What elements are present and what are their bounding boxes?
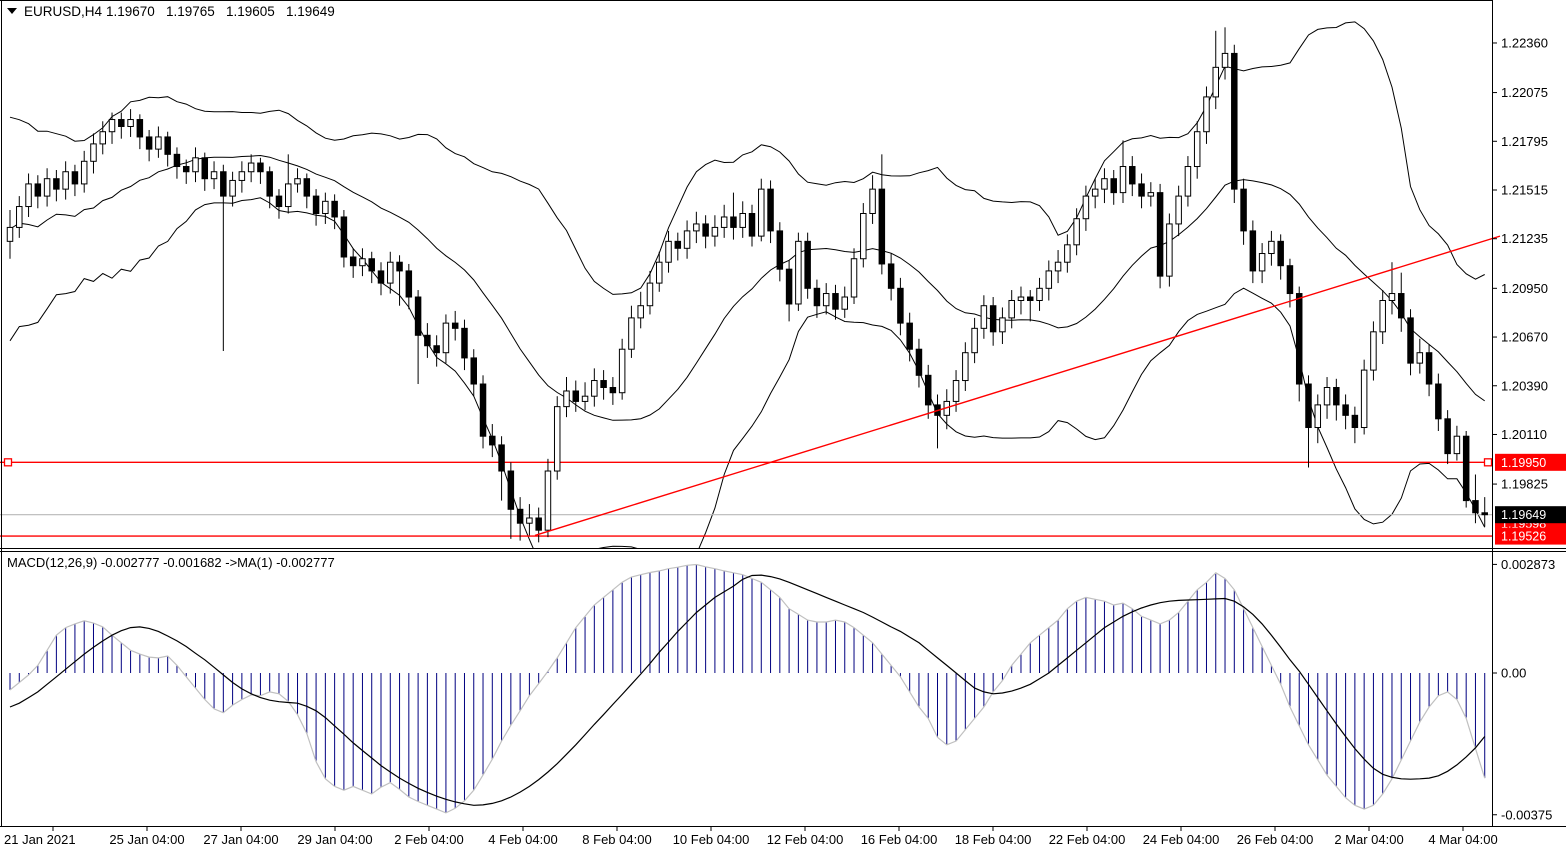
price-tick-label: 1.20110 (1501, 427, 1547, 442)
macd-indicator-label: MACD(12,26,9) -0.002777 -0.001682 ->MA(1… (7, 555, 335, 570)
bollinger-bands (9, 21, 1486, 548)
svg-text:1.19950: 1.19950 (1501, 456, 1546, 470)
symbol-dropdown-icon[interactable] (7, 8, 17, 14)
time-axis: 21 Jan 2021 25 Jan 04:00 27 Jan 04:00 29 Ja… (4, 826, 1498, 847)
time-tick-label: 2 Mar 04:00 (1334, 832, 1403, 847)
time-tick-label: 25 Jan 04:00 (109, 832, 184, 847)
hline-handle-left[interactable] (3, 458, 13, 467)
time-tick-label: 2 Feb 04:00 (394, 832, 463, 847)
price-tick-label: 1.21515 (1501, 183, 1548, 198)
price-tick-label: 1.20950 (1501, 281, 1548, 296)
svg-text:1.19526: 1.19526 (1501, 530, 1546, 544)
price-tick-label: 1.22075 (1501, 85, 1548, 100)
price-tick-label: 1.20670 (1501, 330, 1548, 345)
resistance-badge: 1.19950 (1495, 453, 1566, 471)
svg-text:1.19649: 1.19649 (1501, 508, 1546, 522)
time-tick-label: 4 Mar 04:00 (1428, 832, 1497, 847)
macd-indicator-area[interactable] (0, 553, 1492, 825)
time-tick-label: 8 Feb 04:00 (582, 832, 651, 847)
time-tick-label: 21 Jan 2021 (4, 832, 76, 847)
bid-badge: 1.19649 (1495, 506, 1566, 524)
time-tick-label: 12 Feb 04:00 (767, 832, 844, 847)
macd-signal-line (9, 574, 1486, 806)
time-tick-label: 18 Feb 04:00 (955, 832, 1032, 847)
ohlc-high: 1.19765 (166, 4, 215, 19)
time-tick-label: 29 Jan 04:00 (297, 832, 372, 847)
price-tick-label: 1.19825 (1501, 477, 1548, 492)
price-tick-label: 1.21795 (1501, 134, 1548, 149)
pane-borders (0, 0, 1566, 827)
header-text: EURUSD,H4 1.19670 1.19765 1.19605 1.19649 (24, 4, 335, 19)
time-tick-label: 22 Feb 04:00 (1049, 832, 1126, 847)
time-tick-label: 27 Jan 04:00 (203, 832, 278, 847)
hline-handle-right[interactable] (1483, 458, 1493, 467)
price-chart-area[interactable] (0, 0, 1492, 571)
macd-tick-label: -0.00375 (1501, 807, 1552, 822)
ohlc-low: 1.19605 (226, 4, 275, 19)
macd-histogram (9, 564, 1486, 813)
price-tick-label: 1.22360 (1501, 35, 1548, 50)
chart-header: EURUSD,H4 1.19670 1.19765 1.19605 1.19649 (7, 4, 335, 19)
ohlc-close: 1.19649 (286, 4, 335, 19)
axes: 1.22360 1.22075 1.21795 1.21515 1.21235 1.209… (4, 35, 1555, 847)
time-tick-label: 26 Feb 04:00 (1237, 832, 1314, 847)
price-tick-label: 1.21235 (1501, 231, 1548, 246)
macd-tick-label: 0.002873 (1501, 557, 1555, 572)
price-tick-label: 1.20390 (1501, 378, 1548, 393)
macd-axis: 0.002873 0.00 -0.00375 (1492, 557, 1555, 822)
ohlc-open: 1.19670 (106, 4, 155, 19)
symbol-label: EURUSD,H4 (24, 4, 103, 19)
time-tick-label: 24 Feb 04:00 (1143, 832, 1220, 847)
price-axis: 1.22360 1.22075 1.21795 1.21515 1.21235 1.209… (1492, 35, 1548, 492)
macd-tick-label: 0.00 (1501, 666, 1526, 681)
time-tick-label: 10 Feb 04:00 (673, 832, 750, 847)
time-tick-label: 4 Feb 04:00 (488, 832, 557, 847)
time-tick-label: 16 Feb 04:00 (861, 832, 938, 847)
ascending-trendline[interactable] (534, 235, 1501, 537)
support-badge: 1.19526 (1495, 527, 1566, 545)
chart-objects[interactable] (3, 235, 1501, 537)
